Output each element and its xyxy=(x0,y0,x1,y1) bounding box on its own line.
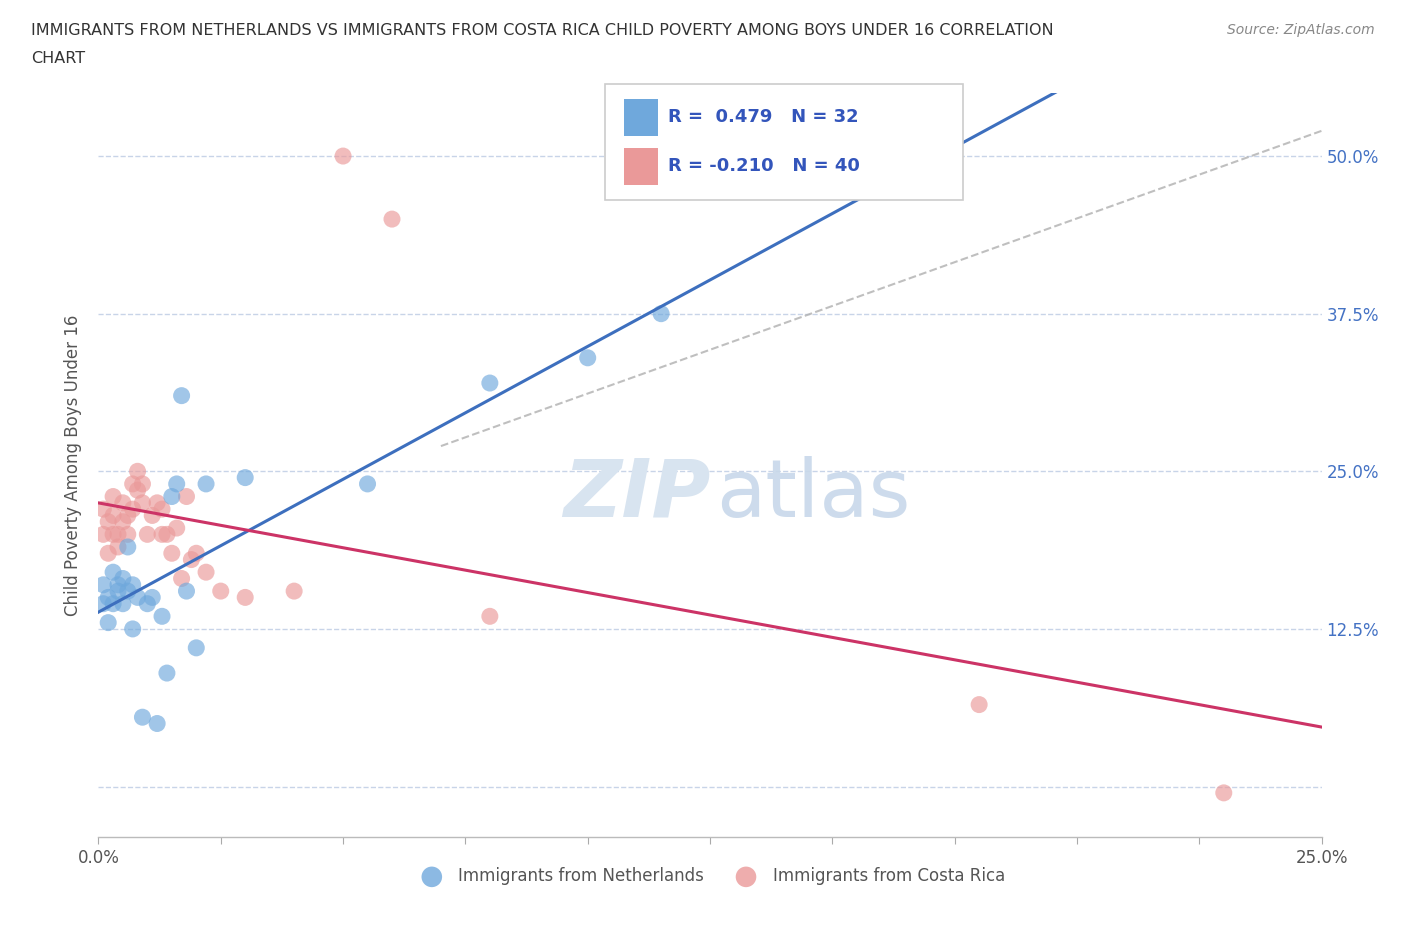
Point xyxy=(176,584,198,599)
Point xyxy=(131,710,153,724)
Point xyxy=(283,584,305,599)
Point xyxy=(356,476,378,491)
Point xyxy=(101,596,124,611)
Point xyxy=(121,578,143,592)
Point xyxy=(170,388,193,403)
Point xyxy=(107,539,129,554)
Point xyxy=(166,521,188,536)
Point xyxy=(150,527,173,542)
Point xyxy=(146,716,169,731)
Point xyxy=(111,596,134,611)
Point xyxy=(170,571,193,586)
Point xyxy=(91,596,114,611)
Point xyxy=(156,666,179,681)
Point xyxy=(141,590,163,604)
Point xyxy=(233,590,256,604)
Text: CHART: CHART xyxy=(31,51,84,66)
Point xyxy=(117,539,139,554)
Point xyxy=(233,471,256,485)
Text: ZIP: ZIP xyxy=(562,456,710,534)
Point xyxy=(381,212,404,227)
Point xyxy=(91,578,114,592)
Point xyxy=(111,496,134,511)
Text: R = -0.210   N = 40: R = -0.210 N = 40 xyxy=(668,157,859,176)
Point xyxy=(111,571,134,586)
Point xyxy=(127,483,149,498)
Point xyxy=(91,501,114,516)
Text: R =  0.479   N = 32: R = 0.479 N = 32 xyxy=(668,108,859,126)
Point xyxy=(121,476,143,491)
Point xyxy=(160,489,183,504)
Point xyxy=(967,698,990,712)
Point xyxy=(117,508,139,523)
Point xyxy=(136,596,159,611)
Point xyxy=(131,476,153,491)
Point xyxy=(91,527,114,542)
Point xyxy=(131,496,153,511)
Point xyxy=(166,476,188,491)
Point xyxy=(127,590,149,604)
Point xyxy=(1212,786,1234,801)
Point xyxy=(195,565,218,579)
Point xyxy=(121,621,143,636)
Point xyxy=(209,584,232,599)
Point xyxy=(478,376,501,391)
Point xyxy=(97,615,120,630)
Point xyxy=(111,514,134,529)
Point xyxy=(650,306,672,321)
Legend: Immigrants from Netherlands, Immigrants from Costa Rica: Immigrants from Netherlands, Immigrants … xyxy=(409,860,1011,892)
Point xyxy=(576,351,599,365)
Point xyxy=(97,590,120,604)
Point xyxy=(180,552,202,567)
Point xyxy=(176,489,198,504)
Point xyxy=(107,527,129,542)
Point xyxy=(146,496,169,511)
Point xyxy=(186,641,208,656)
Point xyxy=(156,527,179,542)
Text: Source: ZipAtlas.com: Source: ZipAtlas.com xyxy=(1227,23,1375,37)
Text: atlas: atlas xyxy=(716,456,911,534)
Point xyxy=(150,609,173,624)
Point xyxy=(101,508,124,523)
Point xyxy=(186,546,208,561)
Point xyxy=(117,584,139,599)
Point xyxy=(478,609,501,624)
Point xyxy=(107,584,129,599)
Point xyxy=(117,527,139,542)
Point xyxy=(121,501,143,516)
Point xyxy=(136,527,159,542)
Point xyxy=(107,578,129,592)
Point xyxy=(101,527,124,542)
Y-axis label: Child Poverty Among Boys Under 16: Child Poverty Among Boys Under 16 xyxy=(65,314,83,616)
Point xyxy=(332,149,354,164)
Point xyxy=(97,514,120,529)
Point xyxy=(127,464,149,479)
Point xyxy=(97,546,120,561)
Point xyxy=(101,565,124,579)
Point xyxy=(101,489,124,504)
Point xyxy=(160,546,183,561)
Point xyxy=(141,508,163,523)
Point xyxy=(150,501,173,516)
Text: IMMIGRANTS FROM NETHERLANDS VS IMMIGRANTS FROM COSTA RICA CHILD POVERTY AMONG BO: IMMIGRANTS FROM NETHERLANDS VS IMMIGRANT… xyxy=(31,23,1053,38)
Point xyxy=(195,476,218,491)
